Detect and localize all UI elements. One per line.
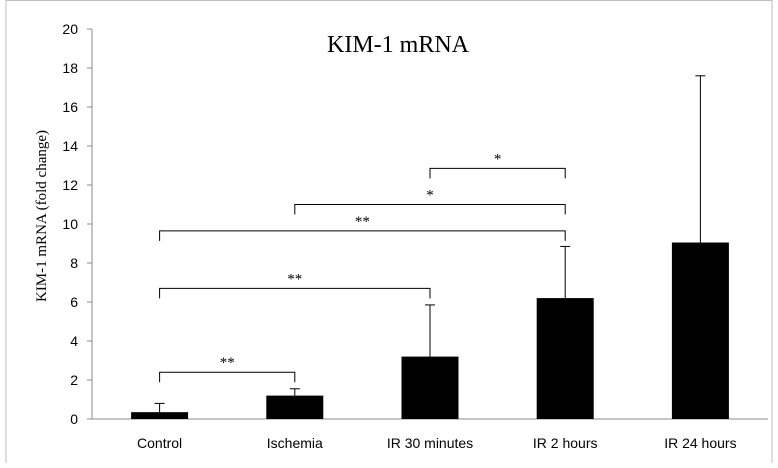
significance-bracket [159, 371, 296, 383]
significance-bracket [159, 287, 431, 299]
y-tick-label: 8 [70, 255, 78, 271]
x-category-label: IR 30 minutes [387, 435, 473, 451]
bar [671, 242, 729, 419]
x-category-label: IR 24 hours [664, 435, 736, 451]
bars [131, 242, 729, 419]
y-tick-label: 10 [62, 216, 78, 232]
y-tick-label: 4 [70, 333, 78, 349]
significance-label: ** [355, 214, 370, 230]
significance-brackets: ******** [159, 151, 566, 383]
significance-label: * [426, 188, 434, 204]
significance-label: ** [220, 355, 235, 371]
y-axis-ticks: 0 2 4 6 8 10 12 14 16 18 20 [62, 21, 92, 427]
y-tick-label: 16 [62, 99, 78, 115]
bar [401, 356, 459, 419]
significance-label: * [494, 151, 502, 167]
y-tick-label: 12 [62, 177, 78, 193]
y-tick-label: 0 [70, 411, 78, 427]
x-category-label: IR 2 hours [533, 435, 598, 451]
x-category-label: Ischemia [267, 435, 323, 451]
y-tick-label: 18 [62, 60, 78, 76]
y-tick-label: 2 [70, 372, 78, 388]
bar [536, 298, 594, 419]
significance-label: ** [287, 271, 302, 287]
significance-bracket [429, 167, 566, 179]
significance-bracket [159, 230, 566, 241]
x-category-label: Control [137, 435, 182, 451]
significance-bracket [294, 204, 566, 215]
y-axis-label: KIM-1 mRNA (fold change) [34, 130, 50, 302]
error-bars [154, 75, 706, 413]
bar [266, 395, 324, 419]
x-axis-categories: Control Ischemia IR 30 minutes IR 2 hours IR… [137, 435, 737, 451]
chart-frame [5, 0, 773, 468]
y-tick-label: 14 [62, 138, 78, 154]
y-tick-label: 20 [62, 21, 78, 37]
bar [131, 412, 189, 419]
y-tick-label: 6 [70, 294, 78, 310]
chart-title: KIM-1 mRNA [327, 32, 470, 58]
